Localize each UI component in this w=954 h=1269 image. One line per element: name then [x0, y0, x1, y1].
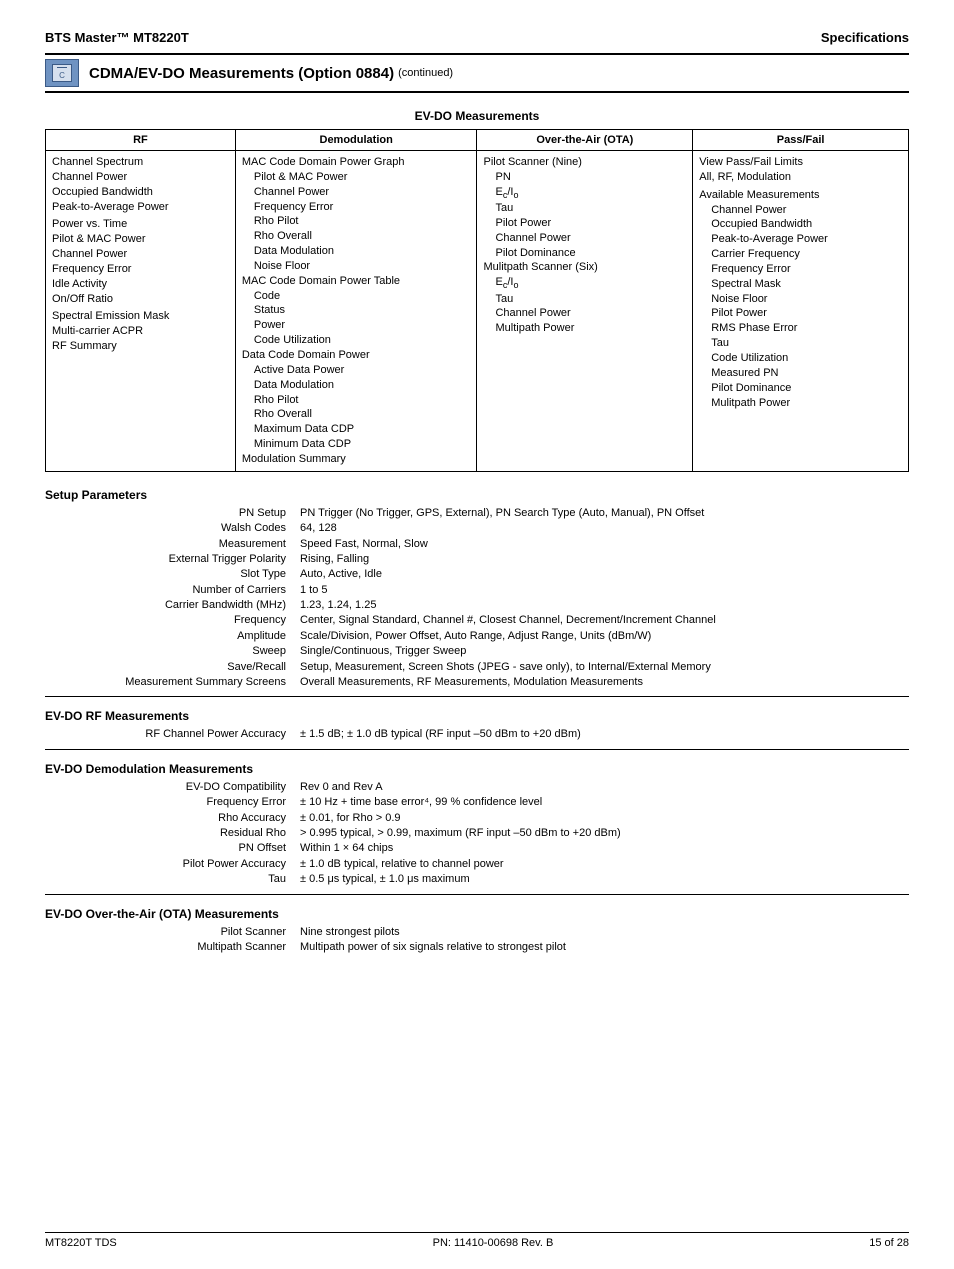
spec-row: RF Channel Power Accuracy ± 1.5 dB; ± 1.…: [45, 727, 909, 742]
demod-cell: MAC Code Domain Power GraphPilot & MAC P…: [235, 151, 477, 472]
spec-label: Residual Rho: [45, 826, 300, 841]
demodmeas-block: EV-DO Demodulation Measurements EV-DO Co…: [45, 756, 909, 895]
spec-row: Number of Carriers 1 to 5: [45, 583, 909, 598]
header-right: Specifications: [821, 30, 909, 45]
spec-label: Number of Carriers: [45, 583, 300, 598]
spec-label: Walsh Codes: [45, 521, 300, 536]
spec-value: Single/Continuous, Trigger Sweep: [300, 644, 909, 659]
spec-value: ± 1.5 dB; ± 1.0 dB typical (RF input –50…: [300, 727, 909, 742]
spec-label: Rho Accuracy: [45, 811, 300, 826]
spec-label: Pilot Power Accuracy: [45, 857, 300, 872]
spec-label: Frequency Error: [45, 795, 300, 810]
footer-center: PN: 11410-00698 Rev. B: [433, 1237, 554, 1249]
section-title: CDMA/EV-DO Measurements (Option 0884): [89, 65, 394, 82]
header-left: BTS Master™ MT8220T: [45, 30, 189, 45]
footer-left: MT8220T TDS: [45, 1237, 117, 1249]
footer-right: 15 of 28: [869, 1237, 909, 1249]
rf-cell: Channel SpectrumChannel PowerOccupied Ba…: [46, 151, 236, 472]
section-continued: (continued): [398, 67, 453, 79]
demodmeas-title: EV-DO Demodulation Measurements: [45, 762, 909, 776]
spec-label: RF Channel Power Accuracy: [45, 727, 300, 742]
setup-title: Setup Parameters: [45, 488, 909, 502]
spec-label: PN Setup: [45, 506, 300, 521]
spec-row: Save/Recall Setup, Measurement, Screen S…: [45, 660, 909, 675]
spec-row: Multipath Scanner Multipath power of six…: [45, 940, 909, 955]
phone-icon: C: [45, 59, 79, 87]
spec-value: Overall Measurements, RF Measurements, M…: [300, 675, 909, 690]
spec-label: Sweep: [45, 644, 300, 659]
spec-value: ± 0.01, for Rho > 0.9: [300, 811, 909, 826]
spec-value: 64, 128: [300, 521, 909, 536]
col-demod: Demodulation: [235, 130, 477, 151]
spec-label: Measurement Summary Screens: [45, 675, 300, 690]
col-rf: RF: [46, 130, 236, 151]
col-pf: Pass/Fail: [693, 130, 909, 151]
setup-block: Setup Parameters PN Setup PN Trigger (No…: [45, 482, 909, 698]
spec-value: Center, Signal Standard, Channel #, Clos…: [300, 613, 909, 628]
page-header: BTS Master™ MT8220T Specifications: [45, 30, 909, 55]
spec-value: 1 to 5: [300, 583, 909, 598]
spec-label: PN Offset: [45, 841, 300, 856]
spec-row: EV-DO Compatibility Rev 0 and Rev A: [45, 780, 909, 795]
table-title: EV-DO Measurements: [45, 109, 909, 123]
spec-value: Within 1 × 64 chips: [300, 841, 909, 856]
spec-value: ± 0.5 μs typical, ± 1.0 μs maximum: [300, 872, 909, 887]
spec-value: Scale/Division, Power Offset, Auto Range…: [300, 629, 909, 644]
spec-row: PN Setup PN Trigger (No Trigger, GPS, Ex…: [45, 506, 909, 521]
spec-label: Amplitude: [45, 629, 300, 644]
pf-cell: View Pass/Fail LimitsAll, RF, Modulation…: [693, 151, 909, 472]
spec-row: PN Offset Within 1 × 64 chips: [45, 841, 909, 856]
spec-value: Speed Fast, Normal, Slow: [300, 537, 909, 552]
spec-label: Save/Recall: [45, 660, 300, 675]
spec-value: Rising, Falling: [300, 552, 909, 567]
spec-label: Multipath Scanner: [45, 940, 300, 955]
spec-row: Residual Rho > 0.995 typical, > 0.99, ma…: [45, 826, 909, 841]
spec-row: External Trigger Polarity Rising, Fallin…: [45, 552, 909, 567]
spec-value: Multipath power of six signals relative …: [300, 940, 909, 955]
spec-value: Rev 0 and Rev A: [300, 780, 909, 795]
section-bar: C CDMA/EV-DO Measurements (Option 0884) …: [45, 59, 909, 93]
spec-value: PN Trigger (No Trigger, GPS, External), …: [300, 506, 909, 521]
spec-value: ± 10 Hz + time base error⁴, 99 % confide…: [300, 795, 909, 810]
spec-row: Pilot Power Accuracy ± 1.0 dB typical, r…: [45, 857, 909, 872]
spec-label: Slot Type: [45, 567, 300, 582]
spec-value: Setup, Measurement, Screen Shots (JPEG -…: [300, 660, 909, 675]
spec-label: Frequency: [45, 613, 300, 628]
spec-label: Tau: [45, 872, 300, 887]
spec-row: Rho Accuracy ± 0.01, for Rho > 0.9: [45, 811, 909, 826]
rfmeas-title: EV-DO RF Measurements: [45, 709, 909, 723]
spec-row: Sweep Single/Continuous, Trigger Sweep: [45, 644, 909, 659]
spec-label: Measurement: [45, 537, 300, 552]
spec-row: Amplitude Scale/Division, Power Offset, …: [45, 629, 909, 644]
measurements-table: RF Demodulation Over-the-Air (OTA) Pass/…: [45, 129, 909, 472]
otameas-block: EV-DO Over-the-Air (OTA) Measurements Pi…: [45, 901, 909, 956]
spec-row: Slot Type Auto, Active, Idle: [45, 567, 909, 582]
ota-cell: Pilot Scanner (Nine)PNEc/IoTauPilot Powe…: [477, 151, 693, 472]
spec-row: Pilot Scanner Nine strongest pilots: [45, 925, 909, 940]
spec-row: Frequency Center, Signal Standard, Chann…: [45, 613, 909, 628]
spec-row: Measurement Summary Screens Overall Meas…: [45, 675, 909, 690]
rfmeas-block: EV-DO RF Measurements RF Channel Power A…: [45, 703, 909, 749]
spec-value: ± 1.0 dB typical, relative to channel po…: [300, 857, 909, 872]
spec-row: Tau ± 0.5 μs typical, ± 1.0 μs maximum: [45, 872, 909, 887]
otameas-title: EV-DO Over-the-Air (OTA) Measurements: [45, 907, 909, 921]
spec-row: Measurement Speed Fast, Normal, Slow: [45, 537, 909, 552]
page-footer: MT8220T TDS PN: 11410-00698 Rev. B 15 of…: [45, 1232, 909, 1249]
spec-row: Walsh Codes 64, 128: [45, 521, 909, 536]
spec-row: Carrier Bandwidth (MHz) 1.23, 1.24, 1.25: [45, 598, 909, 613]
spec-value: 1.23, 1.24, 1.25: [300, 598, 909, 613]
spec-value: Nine strongest pilots: [300, 925, 909, 940]
spec-value: Auto, Active, Idle: [300, 567, 909, 582]
spec-label: Carrier Bandwidth (MHz): [45, 598, 300, 613]
spec-row: Frequency Error ± 10 Hz + time base erro…: [45, 795, 909, 810]
spec-value: > 0.995 typical, > 0.99, maximum (RF inp…: [300, 826, 909, 841]
spec-label: EV-DO Compatibility: [45, 780, 300, 795]
spec-label: Pilot Scanner: [45, 925, 300, 940]
spec-label: External Trigger Polarity: [45, 552, 300, 567]
col-ota: Over-the-Air (OTA): [477, 130, 693, 151]
